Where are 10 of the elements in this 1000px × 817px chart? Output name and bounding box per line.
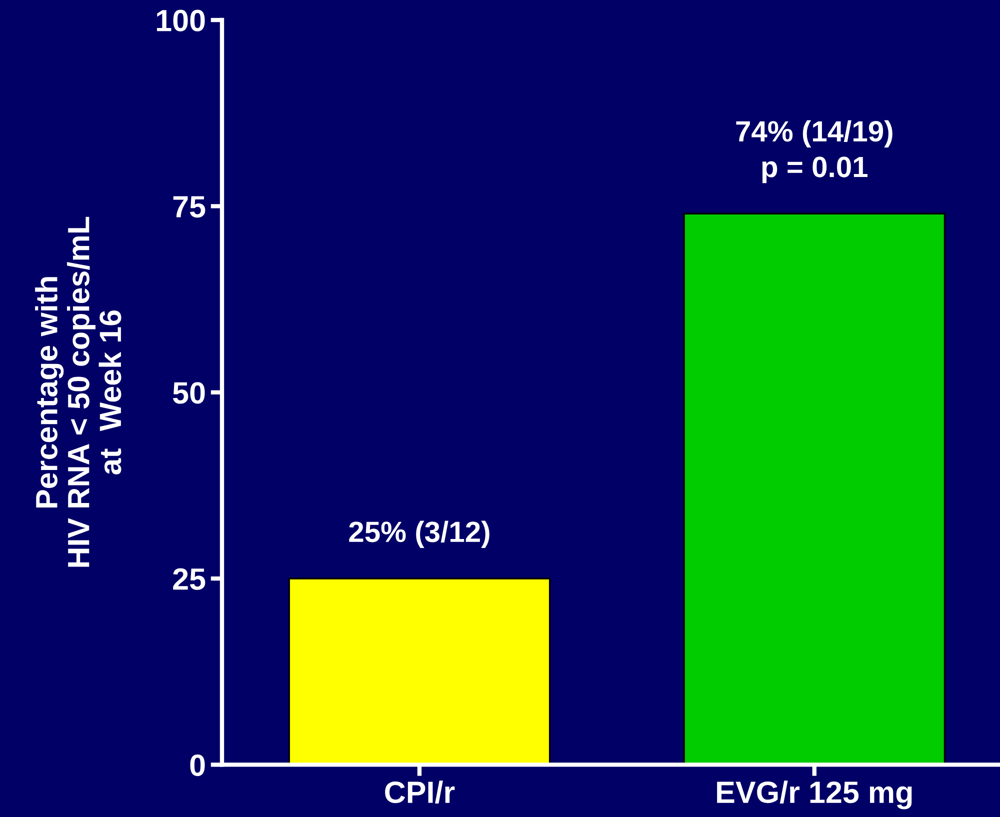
y-tick-label: 75 [173, 196, 206, 218]
y-tick-label: 100 [156, 10, 205, 32]
y-tick-label: 25 [173, 568, 206, 590]
y-tick-label: 50 [172, 382, 205, 404]
y-tick-label: 0 [190, 754, 205, 776]
x-tick-label: CPI/r [385, 780, 455, 804]
y-axis-title: Percentage with HIV RNA < 50 copies/mL at Week 16 [35, 216, 122, 567]
x-tick-label: EVG/r 125 mg [717, 780, 912, 810]
data-label: 25% (3/12) [349, 520, 490, 548]
data-label: 74% (14/19) p = 0.01 [736, 120, 892, 184]
